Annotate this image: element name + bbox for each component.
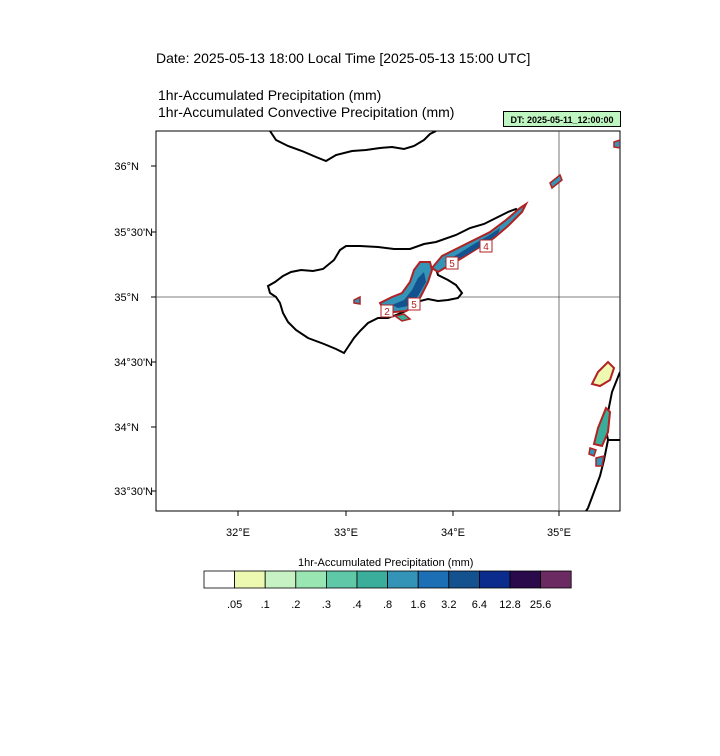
precip-cell-levant-north: [590, 360, 616, 388]
colorbar-label: .8: [383, 599, 392, 611]
contour-label-2: 5: [411, 300, 417, 311]
colorbar-label: 6.4: [472, 599, 487, 611]
precip-cell-levant-south: [595, 454, 605, 467]
contour-label-3: 2: [384, 307, 390, 318]
colorbar-swatch: [387, 570, 419, 589]
colorbar-label: 3.2: [441, 599, 456, 611]
contour-label-box-3: [380, 304, 394, 318]
colorbar-labels: .05 .1 .2 .3 .4 .8 1.6 3.2 6.4 12.8 25.6: [227, 599, 551, 611]
colorbar-swatch: [356, 570, 389, 589]
lon-label-33e: 33°E: [334, 527, 358, 539]
longitude-axis: 32°E 33°E 34°E 35°E: [226, 511, 571, 539]
colorbar-swatch: [509, 570, 542, 589]
colorbar: [203, 570, 572, 589]
colorbar-swatch: [448, 570, 480, 589]
latitude-axis: 36°N 35°30'N 35°N 34°30'N 34°N 33°30'N: [114, 161, 156, 498]
colorbar-swatch: [264, 570, 297, 589]
levant-coastline-south: [585, 439, 609, 511]
precip-cell-small-4: [613, 139, 620, 149]
map-frame: [155, 130, 621, 512]
lat-label-34n: 34°N: [114, 422, 139, 434]
lon-label-34e: 34°E: [441, 527, 465, 539]
lat-label-34-30n: 34°30'N: [114, 357, 153, 369]
contour-label-box-4: [479, 239, 493, 253]
contour-label-4: 4: [483, 242, 489, 253]
colorbar-swatch: [325, 570, 358, 589]
colorbar-swatch: [295, 570, 327, 589]
colorbar-label: 1.6: [411, 599, 426, 611]
precip-cell-small-3: [549, 173, 563, 190]
colorbar-label: .2: [291, 599, 300, 611]
precip-core-southwest: [392, 272, 426, 308]
precipitation-title: 1hr-Accumulated Precipitation (mm): [158, 87, 382, 103]
colorbar-swatch: [417, 570, 450, 589]
colorbar-label: .05: [227, 599, 242, 611]
lon-label-35e: 35°E: [547, 527, 571, 539]
colorbar-label: .1: [261, 599, 270, 611]
colorbar-swatch: [234, 570, 266, 589]
lon-label-32e: 32°E: [226, 527, 250, 539]
lat-label-36n: 36°N: [114, 161, 139, 173]
dt-badge: DT: 2025-05-11_12:00:00: [503, 111, 621, 127]
convective-precipitation-title: 1hr-Accumulated Convective Precipitation…: [158, 104, 455, 120]
colorbar-label: 12.8: [499, 599, 520, 611]
lat-label-35-30n: 35°30'N: [114, 227, 153, 239]
precip-cell-levant-mid: [592, 406, 612, 448]
colorbar-swatch: [540, 570, 572, 589]
precip-cell-small-1: [353, 295, 361, 305]
colorbar-label: .3: [322, 599, 331, 611]
contour-labels: 5 5 2 4: [380, 239, 493, 318]
precip-cell-small-2: [393, 313, 412, 322]
colorbar-label: 25.6: [530, 599, 551, 611]
contour-label-box-2: [407, 297, 421, 311]
lat-label-35n: 35°N: [114, 292, 139, 304]
date-title: Date: 2025-05-13 18:00 Local Time [2025-…: [156, 50, 531, 66]
contour-label-1: 5: [449, 259, 455, 270]
colorbar-swatch: [478, 570, 511, 589]
turkey-coastline: [269, 131, 437, 163]
colorbar-swatch: [203, 570, 236, 589]
colorbar-title: 1hr-Accumulated Precipitation (mm): [298, 557, 474, 569]
lat-label-33-30n: 33°30'N: [114, 486, 153, 498]
precip-cell-levant-south-2: [588, 447, 597, 457]
colorbar-label: .4: [352, 599, 361, 611]
contour-label-box-1: [445, 256, 459, 270]
